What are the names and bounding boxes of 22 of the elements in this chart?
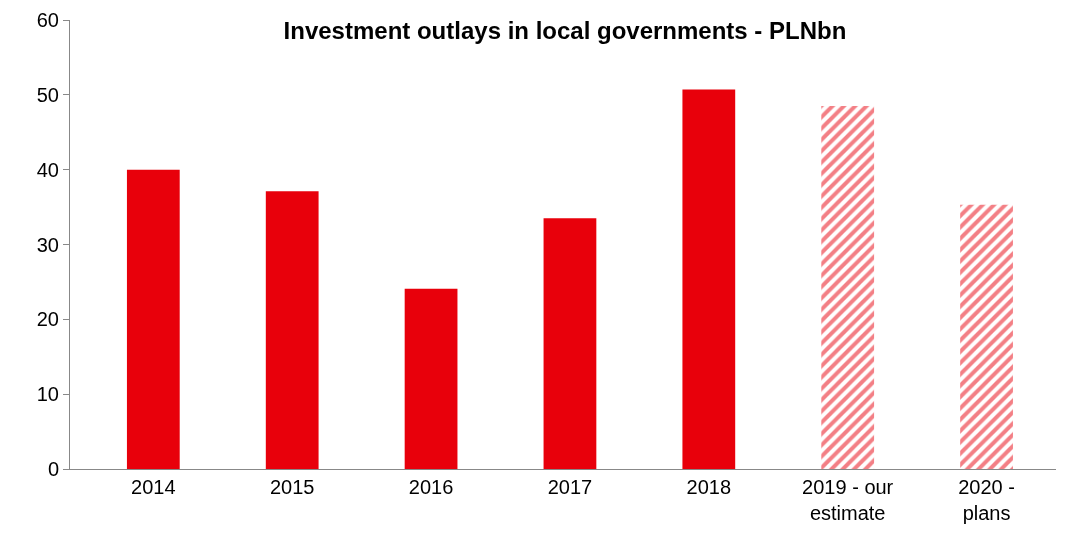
bar [960, 204, 1013, 469]
x-tick-label: 2015 [269, 476, 315, 498]
bar [126, 169, 180, 469]
x-tick-label: 2019 - our estimate [802, 476, 894, 524]
y-tick-label: 60 [36, 9, 59, 31]
x-tick-label: 2017 [547, 476, 593, 498]
bar [821, 106, 875, 469]
bar [265, 191, 319, 469]
bar [682, 89, 736, 469]
bar [404, 288, 458, 469]
chart-title: Investment outlays in local governments - PLNbn [283, 16, 847, 44]
bar [543, 218, 597, 469]
y-tick-label: 40 [36, 158, 59, 181]
y-tick-label: 30 [36, 233, 59, 256]
y-tick-label: 50 [36, 83, 59, 106]
x-tick-label: 2016 [408, 476, 454, 498]
y-tick-label: 0 [47, 458, 59, 480]
x-tick-label: 2018 [686, 476, 732, 498]
x-tick-label: 2014 [131, 476, 176, 498]
y-tick-label: 10 [36, 383, 59, 406]
y-tick-label: 20 [36, 308, 59, 331]
x-tick-label: 2020 - plans [958, 476, 1015, 524]
